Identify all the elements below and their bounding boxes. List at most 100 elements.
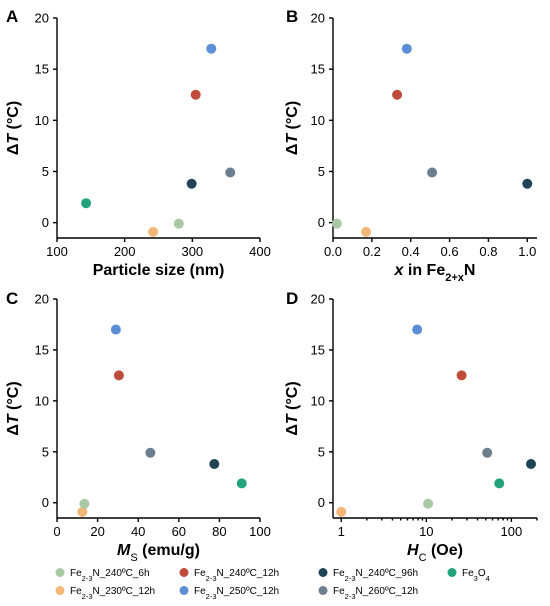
legend-marker [55,586,65,595]
data-point-fe2-3n-260-c-12h [482,447,493,458]
data-point-fe3o4 [494,478,505,489]
x-tick-label: 40 [131,524,145,539]
data-point-fe2-3n-250-c-12h [401,43,412,54]
chart-panel-a: A 0 5 10 15 20 100 200 300 400 ΔT (°C) Particle siz… [5,7,271,279]
data-point-fe2-3n-240-c-6h [79,498,90,509]
legend-label: Fe2-3N_230ºC_12h [70,586,155,601]
y-tick-label: 10 [35,113,49,128]
legend-item-fe2-3n-260-c-12h: Fe2-3N_260ºC_12h [318,586,418,601]
x-tick-label: 0.6 [441,244,459,259]
data-point-fe3o4 [81,198,92,209]
legend-item-fe2-3n-250-c-12h: Fe2-3N_250ºC_12h [179,586,279,601]
panel-letter: D [286,289,298,308]
y-tick-label: 10 [311,393,325,408]
x-tick-label: 200 [114,244,136,259]
data-point-fe3o4 [236,478,247,489]
y-axis-title: ΔT (°C) [284,101,301,155]
y-tick-label: 0 [42,215,49,230]
data-point-fe2-3n-240-c-96h [186,178,197,189]
y-tick-label: 20 [35,292,49,307]
legend-marker [179,568,189,577]
data-point-fe2-3n-240-c-6h [423,498,434,509]
y-tick-label: 5 [42,444,49,459]
legend-label: Fe2-3N_260ºC_12h [333,586,418,601]
data-point-fe2-3n-240-c-12h [392,89,403,100]
x-tick-label: 10 [419,524,433,539]
legend-label: Fe2-3N_240ºC_96h [333,568,418,583]
y-tick-label: 15 [311,342,325,357]
data-point-fe2-3n-240-c-96h [525,459,536,470]
legend-label: Fe2-3N_240ºC_12h [194,568,279,583]
y-tick-label: 15 [311,62,325,77]
y-tick-label: 20 [311,292,325,307]
x-axis-title: x in Fe2+xN [394,262,476,284]
y-axis-title: ΔT (°C) [5,101,22,155]
y-tick-label: 10 [311,113,325,128]
legend-marker [318,568,328,577]
x-tick-label: 0 [53,524,60,539]
x-axis-title: MS (emu/g) [117,542,200,564]
x-tick-label: 60 [172,524,186,539]
data-point-fe2-3n-240-c-96h [522,178,533,189]
legend-marker [447,568,457,577]
y-tick-label: 15 [35,342,49,357]
chart-panel-b: B 0 5 10 15 20 0.0 0.2 0.4 0.6 0.8 1.0 ΔT (°C) x in F… [284,7,537,284]
chart-panel-d: D 0 5 10 15 20 1 10 100 ΔT (°C) HC (Oe) [284,289,538,564]
x-tick-label: 80 [212,524,226,539]
legend-item-fe2-3n-240-c-12h: Fe2-3N_240ºC_12h [179,568,279,583]
x-axis-title: HC (Oe) [407,542,463,564]
legend-marker [179,586,189,595]
data-point-fe2-3n-240-c-96h [209,459,220,470]
x-tick-label: 0.0 [324,244,342,259]
y-tick-label: 0 [42,495,49,510]
x-tick-label: 0.4 [402,244,420,259]
x-tick-label: 20 [90,524,104,539]
data-point-fe2-3n-260-c-12h [427,167,438,178]
y-tick-label: 10 [35,393,49,408]
panel-letter: A [6,7,18,26]
y-tick-label: 5 [318,444,325,459]
y-tick-label: 5 [318,164,325,179]
y-tick-label: 5 [42,164,49,179]
y-tick-label: 20 [35,11,49,26]
x-tick-label: 100 [501,524,523,539]
x-tick-label: 0.8 [479,244,497,259]
data-point-fe2-3n-240-c-6h [173,218,184,229]
data-point-fe2-3n-240-c-12h [190,89,201,100]
panel-letter: C [6,289,18,308]
x-tick-label: 100 [46,244,68,259]
x-tick-label: 1 [338,524,345,539]
x-axis-title: Particle size (nm) [93,262,225,279]
data-point-fe2-3n-250-c-12h [412,324,423,335]
x-tick-label: 300 [181,244,203,259]
legend-marker [318,586,328,595]
y-tick-label: 0 [318,215,325,230]
x-tick-label: 1.0 [518,244,536,259]
legend-item-fe2-3n-240-c-6h: Fe2-3N_240ºC_6h [55,568,150,583]
y-tick-label: 0 [318,495,325,510]
legend-item-fe2-3n-240-c-96h: Fe2-3N_240ºC_96h [318,568,418,583]
data-point-fe2-3n-230-c-12h [361,226,372,237]
legend-item-fe3o4: Fe3O4 [447,568,490,583]
y-tick-label: 15 [35,62,49,77]
x-tick-label: 0.2 [363,244,381,259]
x-tick-label: 100 [249,524,271,539]
data-point-fe2-3n-230-c-12h [336,506,347,517]
y-tick-label: 20 [311,11,325,26]
data-point-fe2-3n-240-c-6h [331,218,342,229]
data-point-fe2-3n-260-c-12h [225,167,236,178]
legend-label: Fe3O4 [462,568,490,583]
legend-marker [55,568,65,577]
data-point-fe2-3n-250-c-12h [110,324,121,335]
y-axis-title: ΔT (°C) [284,381,301,435]
y-axis-title: ΔT (°C) [5,381,22,435]
chart-panel-c: C 0 5 10 15 20 0 20 40 60 80 100 ΔT (°C) MS (emu/g) [5,289,271,564]
data-point-fe2-3n-240-c-12h [113,370,124,381]
panel-letter: B [286,7,298,26]
data-point-fe2-3n-230-c-12h [148,226,159,237]
data-point-fe2-3n-260-c-12h [145,447,156,458]
data-point-fe2-3n-240-c-12h [456,370,467,381]
legend-label: Fe2-3N_250ºC_12h [194,586,279,601]
data-point-fe2-3n-230-c-12h [77,506,88,517]
